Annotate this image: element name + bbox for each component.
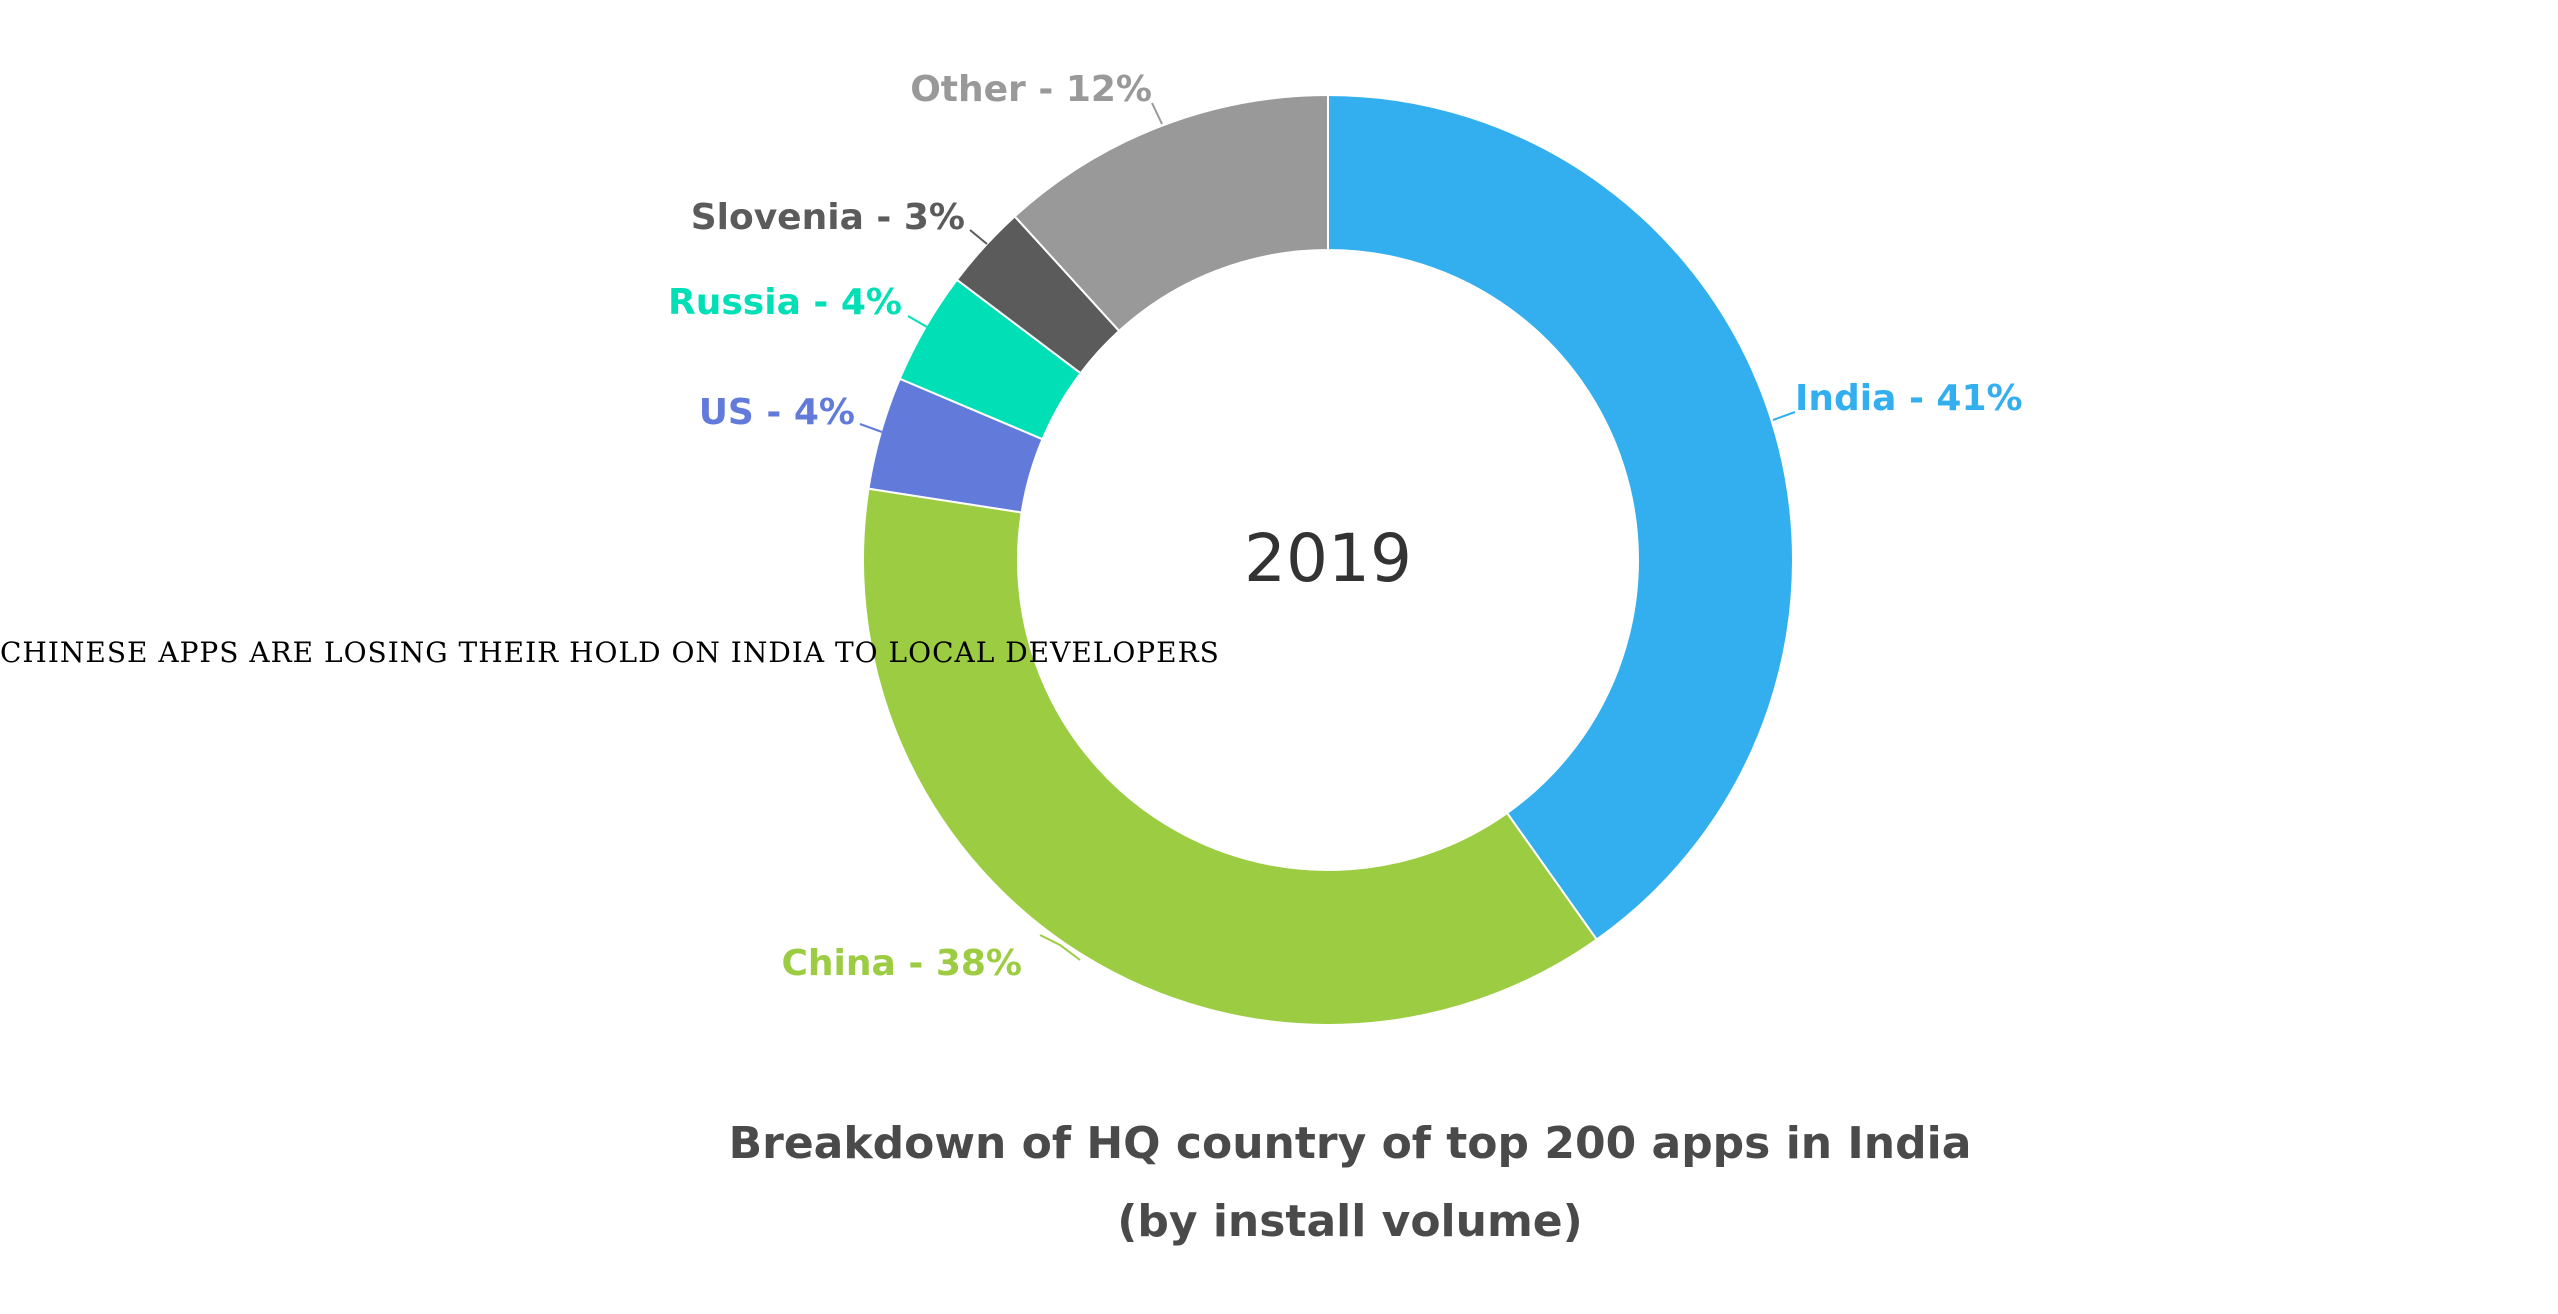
center-year-label: 2019 bbox=[1244, 520, 1412, 597]
leader-line-other bbox=[1151, 102, 1163, 125]
slice-other bbox=[1013, 93, 1329, 333]
leader-line-russia bbox=[907, 315, 928, 328]
slice-china bbox=[862, 487, 1599, 1026]
leader-line-us bbox=[859, 423, 883, 433]
slice-label-india: India - 41% bbox=[1795, 378, 2023, 419]
slice-india bbox=[1327, 93, 1794, 941]
chart-caption-line2: (by install volume) bbox=[1117, 1196, 1583, 1247]
donut-slices bbox=[862, 93, 1794, 1026]
overlay-headline: CHINESE APPS ARE LOSING THEIR HOLD ON IN… bbox=[0, 636, 1220, 669]
slice-label-slovenia: Slovenia - 3% bbox=[691, 197, 965, 238]
leader-line-slovenia bbox=[969, 229, 988, 245]
slice-label-china: China - 38% bbox=[782, 943, 1023, 984]
chart-caption-line1: Breakdown of HQ country of top 200 apps … bbox=[728, 1118, 1972, 1169]
slice-label-russia: Russia - 4% bbox=[668, 282, 902, 323]
slice-label-other: Other - 12% bbox=[910, 69, 1152, 110]
label-leader-lines bbox=[859, 102, 1796, 961]
slice-label-us: US - 4% bbox=[699, 392, 855, 433]
slice-labels: India - 41% China - 38% US - 4% Russia - 4%… bbox=[668, 69, 2023, 984]
leader-line-china bbox=[1039, 934, 1081, 961]
leader-line-india bbox=[1772, 411, 1796, 421]
